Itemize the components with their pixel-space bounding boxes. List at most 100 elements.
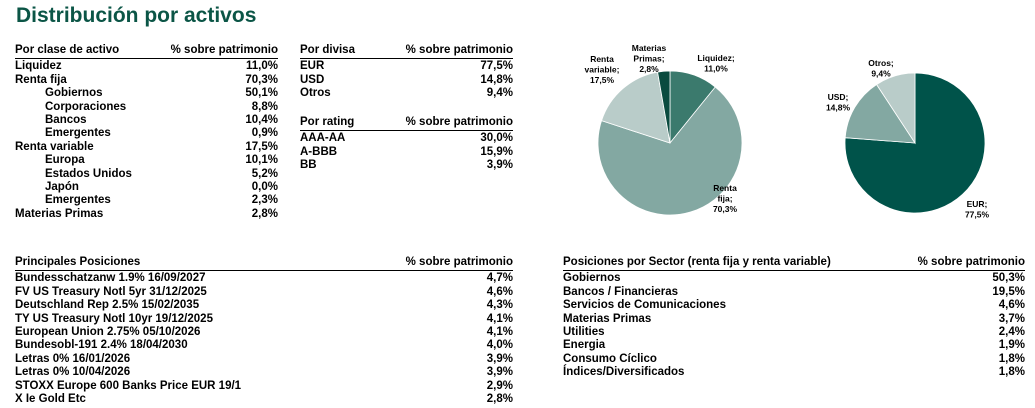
table-row: Renta fija 70,3% bbox=[15, 74, 278, 87]
row-value: 1,8% bbox=[998, 366, 1025, 379]
row-value: 30,0% bbox=[480, 132, 513, 145]
row-label: Energia bbox=[563, 339, 606, 352]
row-value: 11,0% bbox=[246, 60, 278, 73]
row-label: Europa bbox=[45, 154, 85, 167]
row-value: 1,9% bbox=[998, 339, 1025, 352]
table-row: Gobiernos 50,3% bbox=[563, 271, 1025, 286]
row-value: 70,3% bbox=[245, 73, 278, 86]
pie-label-usd: USD; 14,8% bbox=[826, 92, 851, 113]
row-value: 77,5% bbox=[480, 60, 513, 73]
row-label: STOXX Europe 600 Banks Price EUR 19/1 bbox=[15, 379, 242, 392]
positions-header-value: % sobre patrimonio bbox=[352, 256, 513, 272]
row-label: Emergentes bbox=[45, 194, 111, 207]
row-label: Bundesschatzanw 1.9% 16/09/2027 bbox=[15, 272, 206, 285]
row-label: Gobiernos bbox=[563, 272, 621, 285]
table-row: Materias Primas 2,8% bbox=[15, 208, 278, 221]
row-value: 3,9% bbox=[486, 352, 513, 365]
row-label: EUR bbox=[300, 60, 325, 73]
table-row: Liquidez 11,0% bbox=[15, 59, 278, 74]
currency-header-value: % sobre patrimonio bbox=[372, 44, 513, 60]
row-label: Renta variable bbox=[15, 140, 94, 153]
row-value: 1,8% bbox=[998, 352, 1025, 365]
asset-class-table: Por clase de activo % sobre patrimonio L… bbox=[15, 44, 278, 221]
row-label: Renta fija bbox=[15, 73, 67, 86]
table-row: AAA-AA 30,0% bbox=[300, 131, 513, 146]
row-label: Deutschland Rep 2.5% 15/02/2035 bbox=[15, 299, 200, 312]
row-value: 8,8% bbox=[251, 100, 278, 113]
row-label: Consumo Cíclico bbox=[563, 352, 657, 365]
row-label: Bancos bbox=[45, 114, 87, 127]
row-label: Índices/Diversificados bbox=[563, 366, 685, 379]
table-row: Bundesobl-191 2.4% 18/04/2030 4,0% bbox=[15, 339, 513, 352]
row-value: 0,9% bbox=[251, 127, 278, 140]
row-value: 2,8% bbox=[251, 207, 278, 220]
row-label: Emergentes bbox=[45, 127, 111, 140]
row-value: 3,9% bbox=[486, 366, 513, 379]
table-row: Letras 0% 10/04/2026 3,9% bbox=[15, 366, 513, 379]
table-row: A-BBB 15,9% bbox=[300, 146, 513, 159]
table-row: STOXX Europe 600 Banks Price EUR 19/1 2,9… bbox=[15, 380, 513, 393]
table-row: Bancos / Financieras 19,5% bbox=[563, 286, 1025, 299]
pie-label-renta-fija: Renta fija; 70,3% bbox=[713, 183, 738, 214]
row-label: A-BBB bbox=[300, 145, 338, 158]
row-value: 10,1% bbox=[245, 154, 278, 167]
rating-header-value: % sobre patrimonio bbox=[371, 116, 513, 132]
table-row: Corporaciones 8,8% bbox=[15, 101, 278, 114]
table-row: Energia 1,9% bbox=[563, 339, 1025, 352]
sectors-header-label: Posiciones por Sector (renta fija y rent… bbox=[563, 256, 893, 272]
row-label: BB bbox=[300, 159, 317, 172]
pie-slice-usd bbox=[844, 83, 916, 144]
table-row: Materias Primas 3,7% bbox=[563, 313, 1025, 326]
row-label: Letras 0% 10/04/2026 bbox=[15, 366, 131, 379]
row-label: AAA-AA bbox=[300, 132, 346, 145]
row-value: 4,3% bbox=[486, 299, 513, 312]
table-row: Europa 10,1% bbox=[15, 154, 278, 167]
row-label: FV US Treasury Notl 5yr 31/12/2025 bbox=[15, 285, 207, 298]
pie-slice-otros bbox=[876, 72, 916, 145]
table-row: Deutschland Rep 2.5% 15/02/2035 4,3% bbox=[15, 299, 513, 312]
table-row: FV US Treasury Notl 5yr 31/12/2025 4,6% bbox=[15, 286, 513, 299]
row-label: X Ie Gold Etc bbox=[15, 393, 86, 406]
table-row: BB 3,9% bbox=[300, 159, 513, 172]
table-row: Servicios de Comunicaciones 4,6% bbox=[563, 299, 1025, 312]
row-value: 17,5% bbox=[245, 140, 278, 153]
positions-table: Principales Posiciones % sobre patrimoni… bbox=[15, 256, 513, 406]
currency-pie-chart: EUR; 77,5% USD; 14,8% Otros; 9,4% bbox=[826, 58, 990, 220]
row-value: 4,1% bbox=[486, 326, 513, 339]
pie-label-materias-primas: Materias Primas; 2,8% bbox=[632, 43, 667, 74]
table-row: X Ie Gold Etc 2,8% bbox=[15, 393, 513, 406]
row-value: 19,5% bbox=[992, 285, 1025, 298]
pie-slice-materias-primas bbox=[657, 70, 671, 144]
page-title: Distribución por activos bbox=[16, 4, 257, 27]
asset-class-header-value: % sobre patrimonio bbox=[152, 44, 278, 60]
rating-table: Por rating % sobre patrimonio AAA-AA 30,0… bbox=[300, 116, 513, 173]
pie-slice-renta-fija bbox=[597, 86, 743, 216]
row-value: 3,7% bbox=[998, 312, 1025, 325]
asset-class-pie-chart: Liquidez; 11,0% Renta fija; 70,3% Renta variab… bbox=[585, 43, 743, 216]
rating-header-label: Por rating bbox=[300, 116, 372, 132]
row-value: 4,0% bbox=[486, 339, 513, 352]
table-row: Índices/Diversificados 1,8% bbox=[563, 366, 1025, 379]
row-value: 50,1% bbox=[245, 87, 278, 100]
positions-header-label: Principales Posiciones bbox=[15, 256, 353, 272]
table-row: Japón 0,0% bbox=[15, 181, 278, 194]
table-row: Otros 9,4% bbox=[300, 87, 513, 100]
pie-label-eur: EUR; 77,5% bbox=[965, 199, 990, 220]
row-value: 15,9% bbox=[480, 145, 513, 158]
table-row: TY US Treasury Notl 10yr 19/12/2025 4,1% bbox=[15, 313, 513, 326]
row-label: Gobiernos bbox=[45, 87, 103, 100]
sectors-table: Posiciones por Sector (renta fija y rent… bbox=[563, 256, 1025, 380]
asset-class-header-label: Por clase de activo bbox=[15, 44, 153, 60]
row-label: Estados Unidos bbox=[45, 167, 132, 180]
table-row: Letras 0% 16/01/2026 3,9% bbox=[15, 353, 513, 366]
table-row: Bancos 10,4% bbox=[15, 114, 278, 127]
pie-label-otros: Otros; 9,4% bbox=[868, 58, 894, 79]
table-row: Bundesschatzanw 1.9% 16/09/2027 4,7% bbox=[15, 271, 513, 286]
table-row: EUR 77,5% bbox=[300, 59, 513, 74]
table-row: Consumo Cíclico 1,8% bbox=[563, 353, 1025, 366]
row-value: 2,4% bbox=[998, 326, 1025, 339]
row-value: 4,6% bbox=[998, 299, 1025, 312]
row-value: 2,3% bbox=[251, 194, 278, 207]
row-label: Materias Primas bbox=[563, 312, 652, 325]
row-value: 2,8% bbox=[486, 393, 513, 406]
